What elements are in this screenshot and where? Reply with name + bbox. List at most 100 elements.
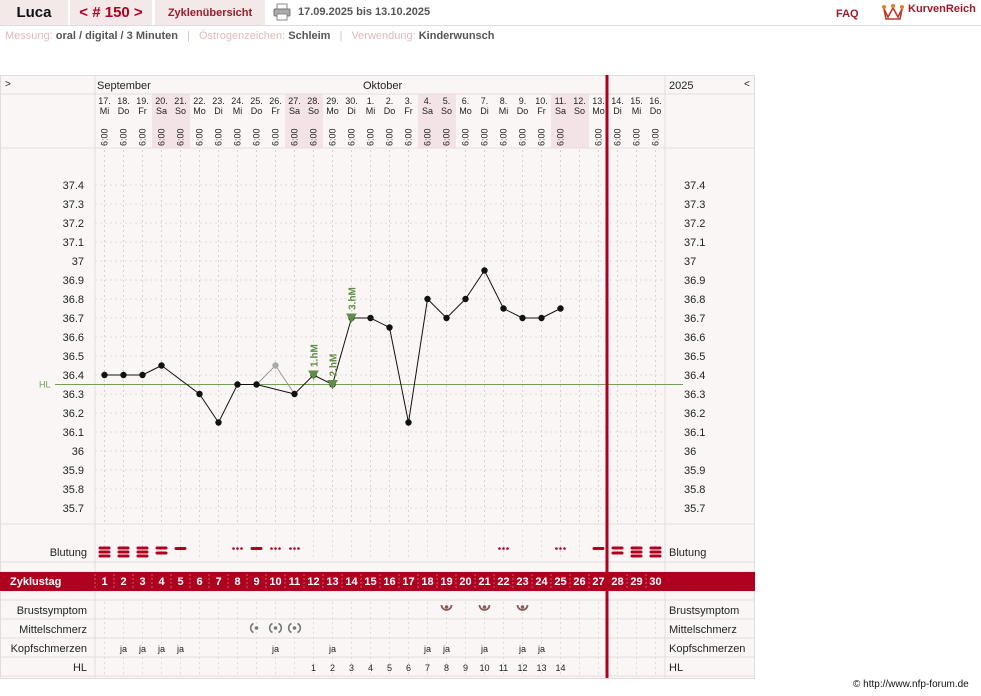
bleeding-row-label: Blutung xyxy=(50,547,87,559)
temperature-line-segment xyxy=(503,308,523,319)
cycle-overview-link[interactable]: Zyklenübersicht xyxy=(155,0,265,25)
y-tick-label-left: 36.9 xyxy=(63,275,84,287)
temperature-point xyxy=(557,305,564,312)
hl-row-label: HL xyxy=(73,662,87,674)
y-tick-label-right: 35.8 xyxy=(684,484,705,496)
temperature-point xyxy=(120,371,127,379)
headache-row-label: Kopfschmerzen xyxy=(11,643,87,655)
weekday-label: Do xyxy=(118,106,130,116)
weekday-label: Sa xyxy=(422,106,433,116)
cycle-navigation[interactable]: < # 150 > xyxy=(70,0,152,25)
cycle-day-number: 13 xyxy=(326,576,338,588)
faq-link[interactable]: FAQ xyxy=(836,8,859,20)
day-date-label: 18. xyxy=(117,96,130,106)
cycle-day-number: 28 xyxy=(611,576,623,588)
temperature-line-segment xyxy=(199,393,219,423)
temperature-point xyxy=(253,381,260,388)
day-date-label: 2. xyxy=(386,96,394,106)
cycle-day-bar xyxy=(0,572,755,591)
weekday-label: Mi xyxy=(100,106,110,116)
bleeding-heavy-mark xyxy=(98,554,111,558)
user-name[interactable]: Luca xyxy=(0,0,68,25)
weekday-label: Do xyxy=(517,106,529,116)
measure-time-label: 6:00 xyxy=(252,128,262,146)
weekday-label: Mo xyxy=(459,106,472,116)
y-tick-label-right: 37.4 xyxy=(684,180,705,192)
bleeding-light-mark xyxy=(250,547,263,550)
bleeding-row-label-right: Blutung xyxy=(669,547,706,559)
weekday-label: Mo xyxy=(592,106,605,116)
mittelschmerz-icon-left xyxy=(249,622,254,634)
measure-time-label: 6:00 xyxy=(518,128,528,146)
day-date-label: 23. xyxy=(212,96,225,106)
headache-row-label-right: Kopfschmerzen xyxy=(669,643,745,655)
measure-time-label: 6:00 xyxy=(309,128,319,146)
bleeding-light-mark xyxy=(174,547,187,550)
y-tick-label-left: 36.8 xyxy=(63,294,84,306)
weekday-label: So xyxy=(175,106,186,116)
estrogen-label: Östrogenzeichen: xyxy=(198,30,286,42)
cycle-day-number: 21 xyxy=(478,576,490,588)
weekday-label: Di xyxy=(214,106,223,116)
y-tick-label-left: 36 xyxy=(72,446,84,458)
higher-measurement-label: 1.hM xyxy=(310,344,321,367)
measure-time-label: 6:00 xyxy=(537,128,547,146)
y-tick-label-left: 36.6 xyxy=(63,332,84,344)
headache-entry: ja xyxy=(442,644,450,654)
temperature-point xyxy=(215,419,222,426)
higher-measurement-label: 2.hM xyxy=(329,354,340,377)
temperature-line-segment xyxy=(256,365,276,385)
hl-row-number: 11 xyxy=(499,663,508,673)
crown-icon xyxy=(882,4,904,20)
temperature-line-segment xyxy=(294,374,314,395)
y-tick-label-right: 36.5 xyxy=(684,351,705,363)
bleeding-heavy-mark xyxy=(649,546,662,550)
temperature-point xyxy=(424,295,431,303)
day-date-label: 21. xyxy=(174,96,187,106)
y-tick-label-right: 36.2 xyxy=(684,408,705,420)
weekday-label: Fr xyxy=(404,106,413,116)
mittelschmerz-icon-left xyxy=(287,622,292,634)
cycle-day-number: 29 xyxy=(630,576,642,588)
bleeding-heavy-mark xyxy=(630,554,643,558)
kurvenreich-logo[interactable]: KurvenReich xyxy=(880,1,981,23)
hl-row-number: 8 xyxy=(444,663,449,673)
bleeding-spotting-mark xyxy=(274,547,277,550)
day-date-label: 26. xyxy=(269,96,282,106)
day-date-label: 8. xyxy=(500,96,508,106)
measure-time-label: 6:00 xyxy=(138,128,148,146)
month-label: September xyxy=(97,80,151,92)
temperature-point xyxy=(291,390,298,398)
y-tick-label-left: 35.9 xyxy=(63,465,84,477)
weekday-label: Sa xyxy=(156,106,167,116)
temperature-line-segment xyxy=(427,298,447,319)
temperature-line-segment xyxy=(142,365,162,376)
hl-line-label: HL xyxy=(39,380,51,390)
temperature-line-segment xyxy=(161,365,200,395)
temperature-point xyxy=(386,324,393,331)
headache-entry: ja xyxy=(537,644,545,654)
cycle-day-number: 7 xyxy=(215,576,221,588)
y-tick-label-left: 36.1 xyxy=(63,427,84,439)
weekday-label: Sa xyxy=(289,106,300,116)
weekday-label: Do xyxy=(384,106,396,116)
temperature-line-segment xyxy=(370,317,390,328)
headache-entry: ja xyxy=(138,644,146,654)
top-bar: Luca < # 150 > Zyklenübersicht 17.09.202… xyxy=(0,0,981,26)
nav-prev-arrow: < xyxy=(744,79,750,90)
mittelschmerz-icon-dot xyxy=(292,626,297,630)
cycle-day-number: 24 xyxy=(535,576,548,588)
cycle-day-number: 15 xyxy=(364,576,376,588)
mittelschmerz-icon-dot xyxy=(273,626,278,630)
temperature-point xyxy=(500,305,507,312)
measure-time-label: 6:00 xyxy=(195,128,205,146)
temperature-line-segment xyxy=(275,365,295,395)
headache-entry: ja xyxy=(518,644,526,654)
print-icon[interactable] xyxy=(273,3,291,21)
use-value: Kinderwunsch xyxy=(418,30,495,42)
weekend-column xyxy=(551,94,570,148)
bleeding-heavy-mark xyxy=(98,546,111,550)
logo-text: KurvenReich xyxy=(908,3,976,15)
weekday-label: Di xyxy=(480,106,489,116)
y-tick-label-right: 36 xyxy=(684,446,696,458)
